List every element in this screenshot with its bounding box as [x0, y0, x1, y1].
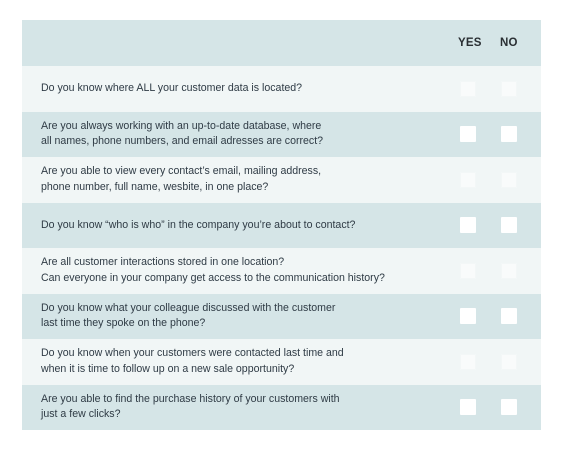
yes-checkbox[interactable] — [460, 80, 476, 97]
question-text: Are you able to find the purchase histor… — [41, 392, 340, 421]
question-text: Are you able to view every contact’s ema… — [41, 165, 322, 193]
question-row: Do you know “who is who” in the company … — [22, 202, 541, 248]
checklist-header: YES NO — [22, 20, 541, 66]
no-checkbox[interactable] — [501, 353, 517, 370]
yes-checkbox[interactable] — [460, 353, 476, 370]
yes-checkbox[interactable] — [460, 217, 476, 234]
question-text: Do you know what your colleague discusse… — [41, 301, 336, 330]
no-checkbox[interactable] — [501, 308, 517, 325]
question-row: Do you know where ALL your customer data… — [22, 66, 541, 112]
no-checkbox[interactable] — [501, 126, 517, 143]
question-row: Are you always working with an up-to-dat… — [22, 111, 541, 157]
question-row: Are all customer interactions stored in … — [22, 248, 541, 294]
yes-column-header: YES — [458, 37, 482, 49]
no-checkbox[interactable] — [501, 80, 517, 97]
question-text: Do you know when your customers were con… — [41, 347, 344, 375]
question-text: Are all customer interactions stored in … — [41, 256, 385, 284]
question-row: Do you know what your colleague discusse… — [22, 293, 541, 339]
crm-checklist: YES NO Do you know where ALL your custom… — [22, 20, 541, 430]
question-row: Do you know when your customers were con… — [22, 339, 541, 385]
yes-checkbox[interactable] — [460, 262, 476, 279]
question-text: Do you know “who is who” in the company … — [41, 218, 356, 231]
question-row: Are you able to find the purchase histor… — [22, 384, 541, 430]
no-checkbox[interactable] — [501, 262, 517, 279]
no-checkbox[interactable] — [501, 171, 517, 188]
yes-checkbox[interactable] — [460, 399, 476, 416]
yes-checkbox[interactable] — [460, 171, 476, 188]
question-row: Are you able to view every contact’s ema… — [22, 157, 541, 203]
yes-checkbox[interactable] — [460, 126, 476, 143]
yes-checkbox[interactable] — [460, 308, 476, 325]
question-text: Do you know where ALL your customer data… — [41, 82, 303, 94]
no-checkbox[interactable] — [501, 399, 517, 416]
no-checkbox[interactable] — [501, 217, 517, 234]
no-column-header: NO — [500, 37, 518, 49]
question-text: Are you always working with an up-to-dat… — [41, 119, 324, 148]
